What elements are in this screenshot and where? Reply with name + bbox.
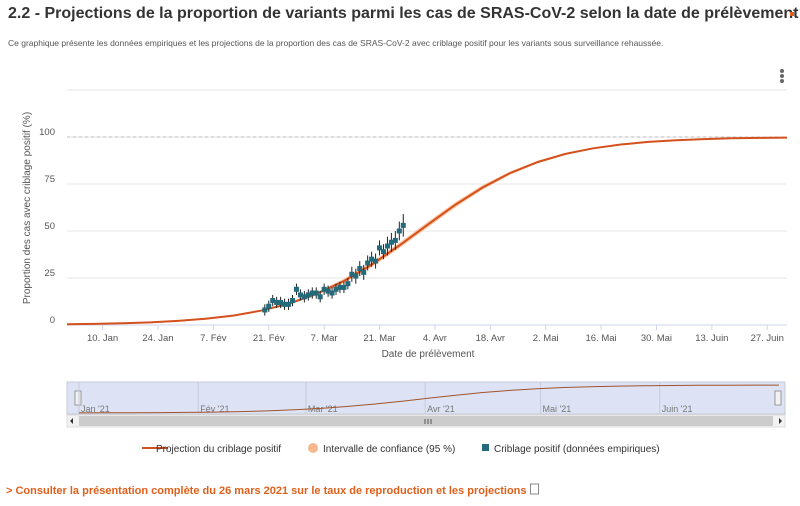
data-point: [396, 228, 402, 234]
menu-dot[interactable]: [780, 79, 784, 83]
data-point: [270, 298, 276, 304]
data-point: [289, 298, 295, 304]
data-point: [361, 269, 367, 275]
navigator-label: Mai '21: [543, 404, 572, 414]
menu-dot[interactable]: [780, 69, 784, 73]
legend-label[interactable]: Projection du criblage positif: [156, 444, 281, 455]
pdf-icon: [530, 483, 540, 495]
navigator-handle[interactable]: [774, 390, 782, 406]
legend-label[interactable]: Criblage positif (données empiriques): [494, 444, 660, 455]
data-point: [262, 307, 268, 313]
x-tick-label: 27. Juin: [751, 333, 784, 344]
x-tick-label: 18. Avr: [476, 333, 505, 344]
data-point: [309, 290, 315, 296]
scrollbar-grip: [424, 419, 432, 424]
chart-subtitle: Ce graphique présente les données empiri…: [8, 38, 663, 48]
data-point: [325, 288, 331, 294]
x-tick-label: 10. Jan: [87, 333, 118, 344]
data-point: [357, 266, 363, 272]
data-point: [365, 260, 371, 266]
data-point: [341, 284, 347, 290]
x-tick-label: 4. Avr: [423, 333, 447, 344]
data-point: [282, 301, 288, 307]
projection-line: [66, 136, 788, 326]
y-tick-label: 25: [44, 268, 55, 279]
data-point: [266, 303, 272, 309]
scrollbar-thumb[interactable]: [79, 416, 773, 426]
y-tick-label: 0: [50, 315, 55, 326]
x-tick-label: 7. Fév: [200, 333, 227, 344]
x-tick-label: 13. Juin: [695, 333, 728, 344]
data-point: [345, 281, 351, 287]
navigator-handle[interactable]: [74, 390, 82, 406]
x-tick-label: 7. Mar: [311, 333, 338, 344]
data-point: [329, 290, 335, 296]
data-point: [286, 301, 292, 307]
navigator-line: [78, 384, 779, 414]
data-point: [392, 237, 398, 243]
y-tick-label: 100: [39, 127, 55, 138]
data-point: [301, 294, 307, 300]
x-tick-label: 21. Fév: [253, 333, 285, 344]
x-tick-label: 30. Mai: [641, 333, 672, 344]
data-point: [293, 286, 299, 292]
data-point: [353, 273, 359, 279]
navigator-label: Jan '21: [81, 404, 110, 414]
navigator-label: Avr '21: [427, 404, 455, 414]
x-tick-label: 24. Jan: [142, 333, 173, 344]
menu-button[interactable]: [780, 69, 784, 83]
data-point: [321, 286, 327, 292]
data-point: [349, 271, 355, 277]
legend-symbol: [308, 443, 318, 453]
x-tick-label: 21. Mar: [363, 333, 395, 344]
y-tick-label: 50: [44, 221, 55, 232]
data-point: [388, 239, 394, 245]
chart-title: 2.2 - Projections de la proportion de va…: [8, 5, 799, 22]
data-point: [369, 256, 375, 262]
data-point: [305, 292, 311, 298]
footer-link[interactable]: > Consulter la présentation complète du …: [6, 485, 527, 497]
x-axis-title: Date de prélèvement: [382, 349, 475, 360]
x-tick-label: 2. Mai: [533, 333, 559, 344]
menu-dot[interactable]: [780, 74, 784, 78]
navigator-label: Juin '21: [662, 404, 693, 414]
legend-symbol: [482, 444, 489, 451]
data-point: [313, 290, 319, 296]
y-tick-label: 75: [44, 174, 55, 185]
data-point: [377, 245, 383, 251]
title-marker: [790, 12, 794, 16]
navigator-label: Mar '21: [308, 404, 338, 414]
navigator-label: Fév '21: [200, 404, 229, 414]
data-point: [317, 294, 323, 300]
data-point: [274, 299, 280, 305]
data-point: [297, 292, 303, 298]
data-point: [380, 249, 386, 255]
legend-label[interactable]: Intervalle de confiance (95 %): [323, 444, 455, 455]
y-axis-title: Proportion des cas avec criblage positif…: [22, 112, 33, 304]
x-tick-label: 16. Mai: [585, 333, 616, 344]
data-point: [400, 222, 406, 228]
data-point: [333, 286, 339, 292]
data-point: [278, 299, 284, 305]
data-point: [373, 258, 379, 264]
data-point: [337, 284, 343, 290]
data-point: [384, 243, 390, 249]
